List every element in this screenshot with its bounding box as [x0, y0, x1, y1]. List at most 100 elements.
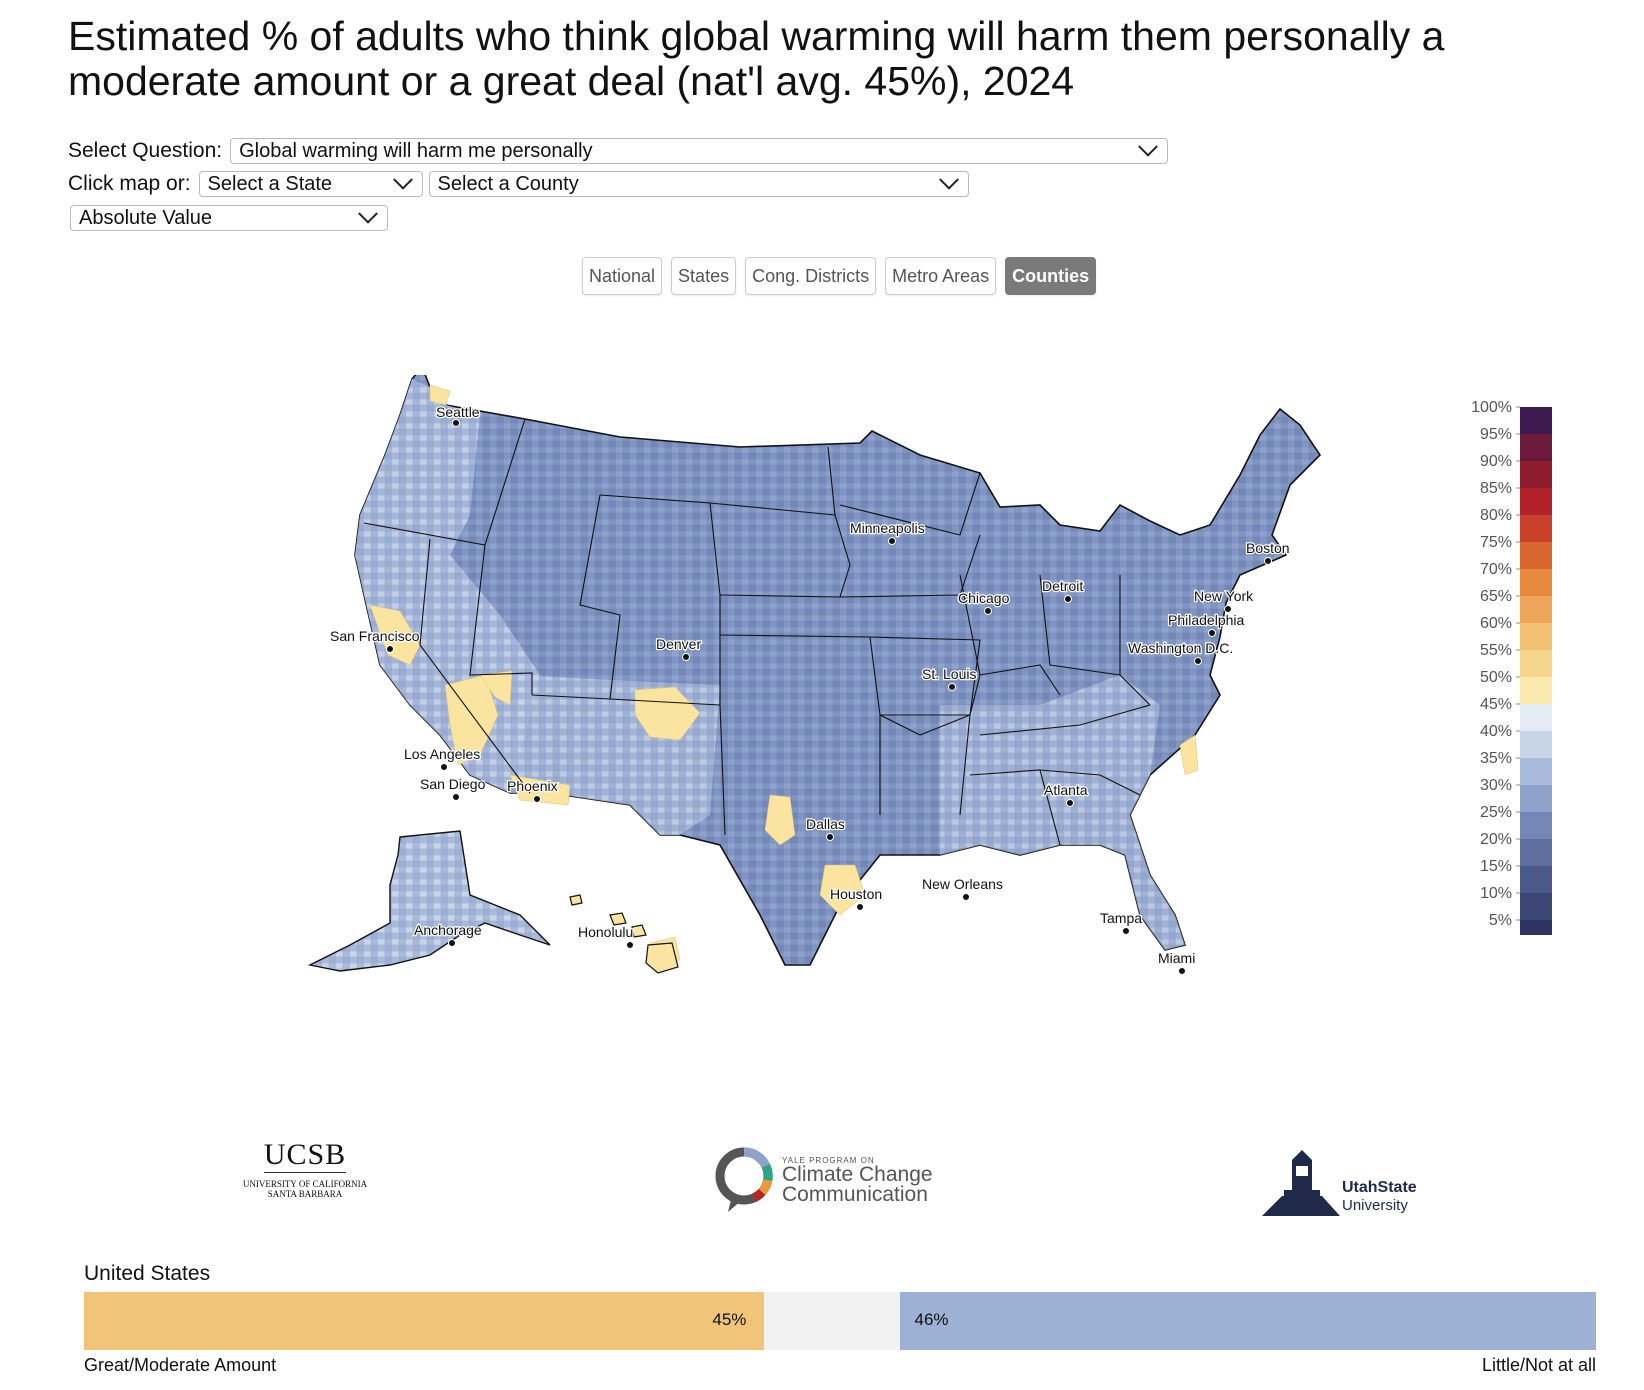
city-marker[interactable]: [1208, 629, 1216, 637]
legend-swatch: [1520, 704, 1552, 731]
city-marker[interactable]: [888, 537, 896, 545]
legend-swatch: [1520, 812, 1552, 839]
ucsb-logo[interactable]: UCSB UNIVERSITY OF CALIFORNIA SANTA BARB…: [230, 1138, 380, 1199]
legend-swatch: [1520, 893, 1552, 920]
legend-label: 55%: [1480, 642, 1512, 659]
city-label: New Orleans: [922, 876, 1003, 892]
high-value-counties: [369, 384, 1199, 966]
city-marker[interactable]: [856, 903, 864, 911]
legend-swatch: [1520, 785, 1552, 812]
ucsb-wordmark: UCSB: [263, 1138, 347, 1173]
city-marker[interactable]: [1122, 927, 1130, 935]
city-marker[interactable]: [1066, 799, 1074, 807]
tab-states[interactable]: States: [671, 257, 737, 295]
us-county-map[interactable]: Seattle San Francisco Los Angeles San Diego…: [280, 375, 1390, 1035]
legend-swatch: [1520, 407, 1552, 434]
legend-swatch: [1520, 515, 1552, 542]
hawaii-shape[interactable]: [569, 894, 679, 974]
city-label: Minneapolis: [850, 520, 925, 536]
yale-climate-logo[interactable]: YALE PROGRAM ON Climate Change Communica…: [712, 1146, 933, 1214]
legend-swatch: [1520, 758, 1552, 785]
city-label: Houston: [830, 886, 882, 902]
city-marker[interactable]: [533, 795, 541, 803]
legend-swatches: [1520, 407, 1552, 935]
alaska-shape[interactable]: [307, 830, 551, 972]
page-title: Estimated % of adults who think global w…: [68, 13, 1445, 104]
legend-swatch: [1520, 677, 1552, 704]
bar-little-not-segment[interactable]: 46%: [900, 1292, 1596, 1350]
legend-label: 85%: [1480, 480, 1512, 497]
county-select-value: Select a County: [437, 172, 579, 195]
city-marker[interactable]: [1194, 657, 1202, 665]
bar-left-value: 45%: [712, 1310, 747, 1329]
ucsb-subtitle-1: UNIVERSITY OF CALIFORNIA: [242, 1179, 368, 1189]
city-marker[interactable]: [682, 653, 690, 661]
legend-swatch: [1520, 920, 1552, 935]
chevron-down-icon: [938, 169, 959, 190]
value-mode-select-value: Absolute Value: [79, 206, 213, 229]
legend-swatch: [1520, 488, 1552, 515]
city-label: Denver: [656, 636, 701, 652]
tab-national[interactable]: National: [582, 257, 663, 295]
location-row: Click map or: Select a State Select a Co…: [68, 169, 969, 197]
southeast-region: [940, 675, 1185, 950]
bar-great-moderate-segment[interactable]: 45%: [84, 1292, 765, 1350]
city-label: Miami: [1158, 950, 1195, 966]
city-marker[interactable]: [826, 833, 834, 841]
question-row: Select Question: Global warming will har…: [68, 136, 1169, 164]
ucsb-subtitle-2: SANTA BARBARA: [267, 1189, 343, 1199]
city-marker[interactable]: [984, 607, 992, 615]
city-marker[interactable]: [440, 763, 448, 771]
mode-row: Absolute Value: [70, 203, 388, 231]
state-boundaries: [363, 418, 1151, 846]
value-mode-select[interactable]: Absolute Value: [70, 203, 388, 231]
city-marker[interactable]: [962, 893, 970, 901]
geography-tabs: National States Cong. Districts Metro Ar…: [582, 257, 1097, 295]
legend-label: 75%: [1480, 534, 1512, 551]
city-label: Detroit: [1042, 578, 1083, 594]
city-markers: Seattle San Francisco Los Angeles San Diego…: [329, 403, 1291, 975]
click-map-label: Click map or:: [68, 172, 191, 195]
tab-cong-districts[interactable]: Cong. Districts: [745, 257, 877, 295]
city-marker[interactable]: [452, 419, 460, 427]
legend-swatch: [1520, 839, 1552, 866]
county-select[interactable]: Select a County: [428, 169, 969, 197]
question-select[interactable]: Global warming will harm me personally: [230, 136, 1169, 164]
legend-swatch: [1520, 542, 1552, 569]
city-label: Phoenix: [507, 778, 558, 794]
city-marker[interactable]: [948, 683, 956, 691]
city-marker[interactable]: [386, 645, 394, 653]
city-marker[interactable]: [1178, 967, 1186, 975]
city-marker[interactable]: [448, 939, 456, 947]
color-legend: 100% 95% 90% 85% 80% 75% 70% 65% 60% 55% 50% 45% 40%…: [1471, 399, 1552, 935]
city-marker[interactable]: [1224, 605, 1232, 613]
city-marker[interactable]: [452, 793, 460, 801]
national-split-bar[interactable]: 45% 46%: [84, 1292, 1596, 1350]
legend-swatch: [1520, 461, 1552, 488]
legend-label: 40%: [1480, 723, 1512, 740]
chevron-down-icon: [392, 169, 413, 190]
legend-labels: 100% 95% 90% 85% 80% 75% 70% 65% 60% 55% 50% 45% 40%…: [1471, 399, 1520, 929]
old-main-tower-icon: [1262, 1150, 1340, 1216]
utah-state-logo[interactable]: UtahState University: [1262, 1150, 1417, 1218]
city-label: Atlanta: [1044, 782, 1088, 798]
city-label: Seattle: [436, 404, 480, 420]
legend-swatch: [1520, 569, 1552, 596]
tab-counties[interactable]: Counties: [1005, 257, 1097, 295]
legend-label: 45%: [1480, 696, 1512, 713]
city-label: New York: [1194, 588, 1254, 604]
legend-label: 70%: [1480, 561, 1512, 578]
state-select[interactable]: Select a State: [198, 169, 423, 197]
question-select-value: Global warming will harm me personally: [239, 139, 593, 162]
city-marker[interactable]: [626, 941, 634, 949]
tab-metro-areas[interactable]: Metro Areas: [885, 257, 997, 295]
legend-label: 20%: [1480, 831, 1512, 848]
city-label: St. Louis: [922, 666, 976, 682]
legend-swatch: [1520, 596, 1552, 623]
legend-label: 100%: [1471, 399, 1512, 416]
legend-label: 90%: [1480, 453, 1512, 470]
city-marker[interactable]: [1064, 595, 1072, 603]
legend-label: 80%: [1480, 507, 1512, 524]
city-marker[interactable]: [1264, 557, 1272, 565]
speech-bubble-icon: [715, 1147, 773, 1212]
